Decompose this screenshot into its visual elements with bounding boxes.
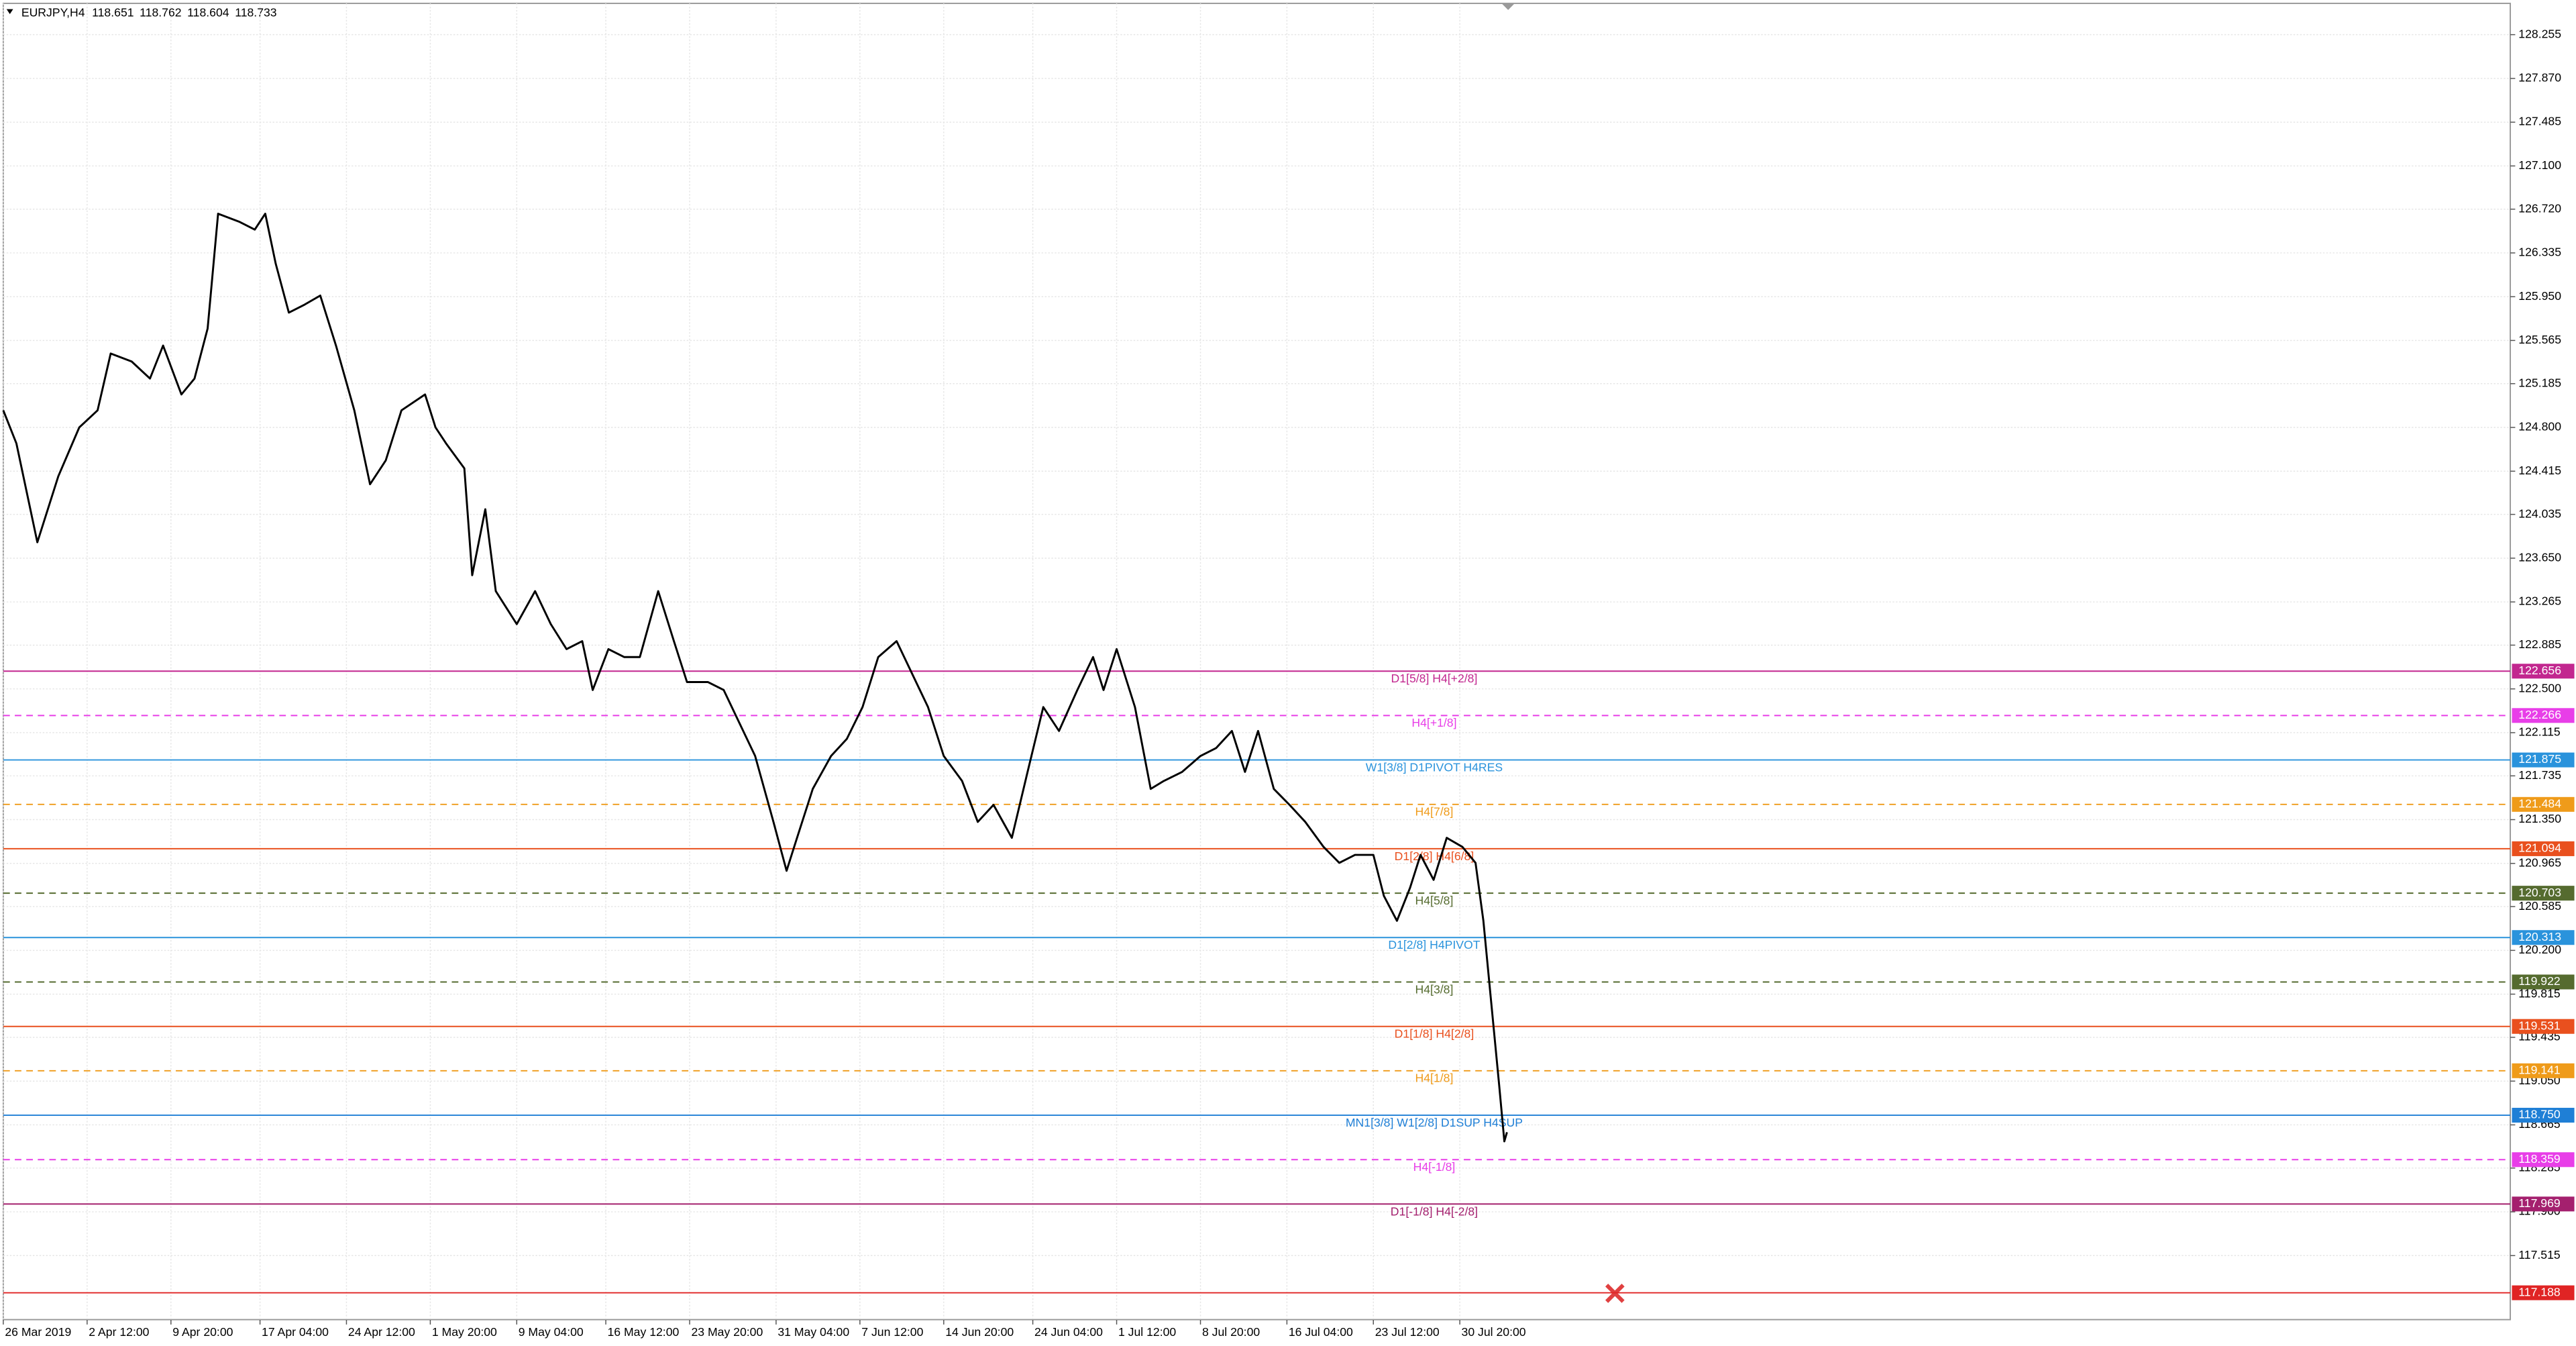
price-tag bbox=[2512, 708, 2575, 723]
price-tag-label: 118.359 bbox=[2518, 1152, 2560, 1166]
y-tick-label: 127.870 bbox=[2518, 71, 2561, 85]
price-tag-label: 119.141 bbox=[2518, 1063, 2560, 1076]
y-tick-label: 122.500 bbox=[2518, 681, 2561, 694]
y-tick-label: 124.800 bbox=[2518, 420, 2561, 433]
price-tag bbox=[2512, 664, 2575, 679]
x-tick-label: 30 Jul 20:00 bbox=[1462, 1325, 1526, 1339]
x-tick-label: 14 Jun 20:00 bbox=[945, 1325, 1014, 1339]
price-tag-label: 117.188 bbox=[2518, 1285, 2561, 1298]
price-tag bbox=[2512, 1019, 2575, 1034]
menu-arrow bbox=[6, 9, 13, 14]
y-tick-label: 120.585 bbox=[2518, 899, 2561, 913]
price-tag-label: 119.531 bbox=[2518, 1019, 2560, 1032]
level-label: H4[3/8] bbox=[1415, 982, 1454, 996]
price-tag bbox=[2512, 1108, 2575, 1123]
x-tick-label: 24 Jun 04:00 bbox=[1034, 1325, 1103, 1339]
price-tag bbox=[2512, 1196, 2575, 1212]
price-tag-label: 117.969 bbox=[2518, 1196, 2560, 1210]
y-tick-label: 125.950 bbox=[2518, 289, 2561, 303]
x-tick-label: 17 Apr 04:00 bbox=[262, 1325, 329, 1339]
y-tick-label: 123.265 bbox=[2518, 594, 2561, 608]
level-label: D1[-1/8] H4[-2/8] bbox=[1391, 1204, 1478, 1218]
ohlc-value: 118.651 bbox=[92, 5, 133, 19]
price-tag-label: 119.922 bbox=[2518, 974, 2560, 988]
price-tag bbox=[2512, 1285, 2575, 1300]
ohlc-value: 118.762 bbox=[140, 5, 181, 19]
price-tag bbox=[2512, 752, 2575, 768]
y-tick-label: 121.350 bbox=[2518, 812, 2561, 825]
x-tick-label: 8 Jul 20:00 bbox=[1202, 1325, 1260, 1339]
x-tick-label: 1 Jul 12:00 bbox=[1118, 1325, 1176, 1339]
price-tag-label: 122.266 bbox=[2518, 708, 2561, 721]
y-tick-label: 119.815 bbox=[2518, 986, 2561, 1000]
x-tick-label: 2 Apr 12:00 bbox=[89, 1325, 149, 1339]
y-tick-label: 125.565 bbox=[2518, 333, 2561, 346]
price-line bbox=[2, 213, 1508, 1143]
y-tick-label: 117.515 bbox=[2518, 1248, 2561, 1261]
level-label: W1[3/8] D1PIVOT H4RES bbox=[1366, 760, 1503, 774]
y-tick-label: 128.255 bbox=[2518, 27, 2561, 40]
x-tick-label: 16 May 12:00 bbox=[608, 1325, 680, 1339]
level-label: H4[7/8] bbox=[1415, 805, 1454, 819]
level-label: H4[+1/8] bbox=[1411, 716, 1456, 729]
y-tick-label: 123.650 bbox=[2518, 551, 2561, 564]
level-label: H4[-1/8] bbox=[1413, 1160, 1456, 1174]
x-tick-label: 24 Apr 12:00 bbox=[348, 1325, 415, 1339]
level-label: D1[1/8] H4[2/8] bbox=[1395, 1027, 1474, 1041]
price-tag-label: 122.656 bbox=[2518, 664, 2561, 677]
level-label: D1[2/8] H4PIVOT bbox=[1388, 938, 1480, 951]
price-tag-label: 121.094 bbox=[2518, 841, 2561, 855]
price-tag bbox=[2512, 930, 2575, 945]
price-tag-label: 121.875 bbox=[2518, 752, 2561, 766]
price-tag bbox=[2512, 841, 2575, 856]
price-tag-label: 118.750 bbox=[2518, 1108, 2561, 1121]
x-tick-label: 9 Apr 20:00 bbox=[172, 1325, 233, 1339]
y-tick-label: 120.965 bbox=[2518, 856, 2561, 869]
x-tick-label: 23 May 20:00 bbox=[691, 1325, 763, 1339]
price-tag bbox=[2512, 1063, 2575, 1078]
price-tag-label: 121.484 bbox=[2518, 796, 2561, 810]
x-tick-label: 1 May 20:00 bbox=[432, 1325, 497, 1339]
price-tag bbox=[2512, 886, 2575, 901]
y-tick-label: 127.100 bbox=[2518, 158, 2561, 172]
price-tag bbox=[2512, 1152, 2575, 1168]
y-tick-label: 126.720 bbox=[2518, 201, 2561, 215]
y-tick-label: 124.415 bbox=[2518, 464, 2561, 477]
price-tag bbox=[2512, 796, 2575, 812]
level-label: D1[5/8] H4[+2/8] bbox=[1391, 672, 1478, 685]
y-tick-label: 120.200 bbox=[2518, 943, 2561, 956]
level-label: H4[1/8] bbox=[1415, 1072, 1454, 1085]
x-tick-label: 9 May 04:00 bbox=[519, 1325, 584, 1339]
x-tick-label: 26 Mar 2019 bbox=[5, 1325, 71, 1339]
y-tick-label: 121.735 bbox=[2518, 768, 2561, 782]
y-tick-label: 122.115 bbox=[2518, 725, 2561, 739]
ohlc-value: 118.733 bbox=[235, 5, 277, 19]
x-tick-label: 31 May 04:00 bbox=[777, 1325, 849, 1339]
level-label: MN1[3/8] W1[2/8] D1SUP H4SUP bbox=[1346, 1116, 1523, 1129]
price-tag-label: 120.313 bbox=[2518, 930, 2561, 943]
y-tick-label: 122.885 bbox=[2518, 637, 2561, 651]
y-tick-label: 127.485 bbox=[2518, 115, 2561, 128]
level-label: D1[2/8] H4[6/8] bbox=[1395, 849, 1474, 863]
level-label: H4[5/8] bbox=[1415, 894, 1454, 907]
x-tick-label: 7 Jun 12:00 bbox=[861, 1325, 923, 1339]
y-tick-label: 125.185 bbox=[2518, 376, 2561, 389]
y-tick-label: 126.335 bbox=[2518, 246, 2561, 259]
y-tick-label: 124.035 bbox=[2518, 507, 2561, 520]
x-tick-label: 23 Jul 12:00 bbox=[1375, 1325, 1440, 1339]
shift-marker bbox=[1501, 3, 1515, 10]
price-tag-label: 120.703 bbox=[2518, 886, 2561, 899]
x-tick-label: 16 Jul 04:00 bbox=[1289, 1325, 1353, 1339]
ohlc-value: 118.604 bbox=[187, 5, 229, 19]
price-tag bbox=[2512, 974, 2575, 990]
symbol: EURJPY,H4 bbox=[21, 5, 85, 19]
